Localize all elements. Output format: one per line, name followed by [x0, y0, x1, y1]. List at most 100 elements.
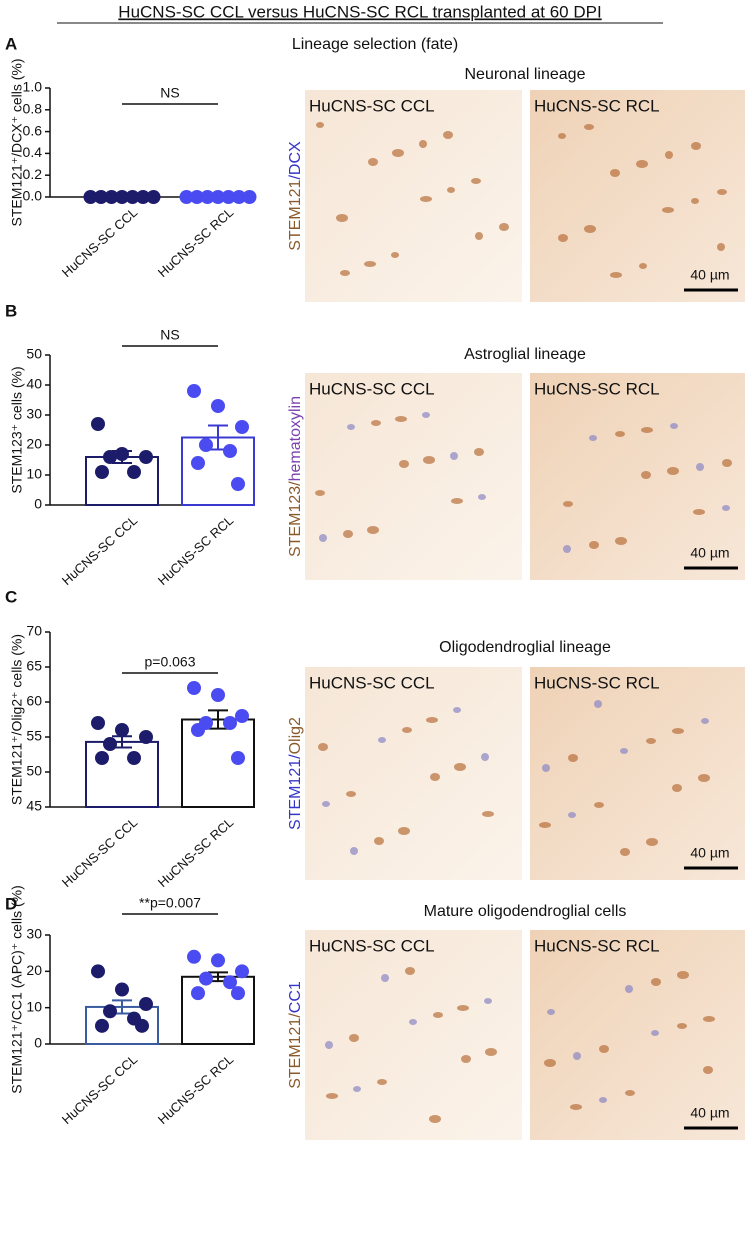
- data-point: [95, 751, 109, 765]
- cell: [646, 838, 658, 846]
- stain-part: /DCX: [287, 141, 304, 180]
- cell: [377, 1079, 387, 1085]
- micrograph: [530, 667, 745, 880]
- cell: [594, 802, 604, 808]
- cell: [691, 198, 699, 204]
- y-tick-label: 0.4: [23, 144, 43, 160]
- cell: [326, 1093, 338, 1099]
- data-point: [103, 1004, 117, 1019]
- x-tick-label: HuCNS-SC RCL: [155, 815, 236, 890]
- data-point: [190, 190, 204, 204]
- cell: [662, 207, 674, 213]
- x-tick-label: HuCNS-SC CCL: [59, 815, 140, 890]
- cell: [599, 1045, 609, 1053]
- cell: [651, 1030, 659, 1036]
- cell: [639, 263, 647, 269]
- cell: [584, 124, 594, 130]
- cell: [589, 541, 599, 549]
- scale-label: 40 µm: [690, 845, 729, 861]
- cell: [542, 764, 550, 772]
- y-tick-label: 0: [34, 496, 42, 512]
- cell: [615, 431, 625, 437]
- cell: [349, 1034, 359, 1042]
- data-point: [211, 688, 225, 702]
- y-axis-label: STEM123⁺ cells (%): [9, 366, 25, 493]
- micrograph: [305, 667, 522, 880]
- data-point: [199, 971, 213, 986]
- data-point: [127, 751, 141, 765]
- x-tick-label: HuCNS-SC RCL: [155, 205, 236, 280]
- data-point: [83, 190, 98, 204]
- y-axis-label: STEM121⁺/DCX⁺ cells (%): [9, 58, 25, 226]
- cell: [398, 827, 410, 835]
- cell: [563, 545, 571, 553]
- significance-label: NS: [160, 85, 179, 101]
- cell: [457, 1005, 469, 1011]
- bar: [181, 975, 255, 1045]
- stain-part: STEM121/: [287, 1013, 304, 1089]
- cell: [433, 1012, 443, 1018]
- figure-title: HuCNS-SC CCL versus HuCNS-SC RCL transpl…: [118, 2, 601, 21]
- data-point: [146, 190, 161, 204]
- cell: [443, 131, 453, 139]
- image-label-right: HuCNS-SC RCL: [534, 96, 660, 115]
- scale-label: 40 µm: [690, 267, 729, 283]
- data-point: [191, 456, 205, 470]
- cell: [615, 537, 627, 545]
- data-point: [136, 190, 150, 204]
- cell: [539, 822, 551, 828]
- panel-letter: B: [5, 301, 17, 320]
- cell: [343, 530, 353, 538]
- cell: [625, 1090, 635, 1096]
- data-point: [91, 417, 105, 431]
- cell: [484, 998, 492, 1004]
- data-point: [187, 384, 201, 398]
- cell: [402, 727, 412, 733]
- stain-label: STEM121/Olig2: [287, 717, 304, 830]
- cell: [374, 837, 384, 845]
- data-point: [242, 190, 257, 204]
- data-point: [91, 964, 105, 979]
- cell: [474, 448, 484, 456]
- cell: [651, 978, 661, 986]
- y-tick-label: 20: [26, 962, 42, 978]
- cell: [594, 700, 602, 708]
- panel-letter: C: [5, 587, 17, 606]
- data-point: [139, 450, 153, 464]
- cell: [563, 501, 573, 507]
- cell: [316, 122, 324, 128]
- data-point: [135, 1018, 149, 1033]
- cell: [453, 707, 461, 713]
- cell: [703, 1016, 715, 1022]
- data-point: [191, 986, 205, 1001]
- cell: [677, 971, 689, 979]
- cell: [319, 534, 327, 542]
- cell: [475, 232, 483, 240]
- data-point: [211, 190, 225, 204]
- data-point: [125, 190, 140, 204]
- data-point: [94, 190, 108, 204]
- data-point: [104, 190, 119, 204]
- cell: [722, 505, 730, 511]
- stain-part: hematoxylin: [287, 396, 304, 481]
- micrograph: [305, 90, 522, 302]
- image-label-right: HuCNS-SC RCL: [534, 673, 660, 692]
- cell: [646, 738, 656, 744]
- image-label-left: HuCNS-SC CCL: [309, 96, 435, 115]
- cell: [722, 459, 732, 467]
- error-bar: [208, 709, 228, 730]
- scale-label: 40 µm: [690, 545, 729, 561]
- y-tick-label: 0.8: [23, 101, 43, 117]
- cell: [672, 728, 684, 734]
- stain-part: STEM123/: [287, 481, 304, 557]
- stain-part: STEM121/: [287, 754, 304, 830]
- x-tick-label: HuCNS-SC CCL: [59, 205, 140, 280]
- cell: [318, 743, 328, 751]
- cell: [391, 252, 399, 258]
- x-tick-label: HuCNS-SC RCL: [155, 1052, 236, 1127]
- cell: [547, 1009, 555, 1015]
- cell: [350, 847, 358, 855]
- stain-label: STEM121/CC1: [287, 981, 304, 1089]
- cell: [368, 158, 378, 166]
- cell: [325, 1041, 333, 1049]
